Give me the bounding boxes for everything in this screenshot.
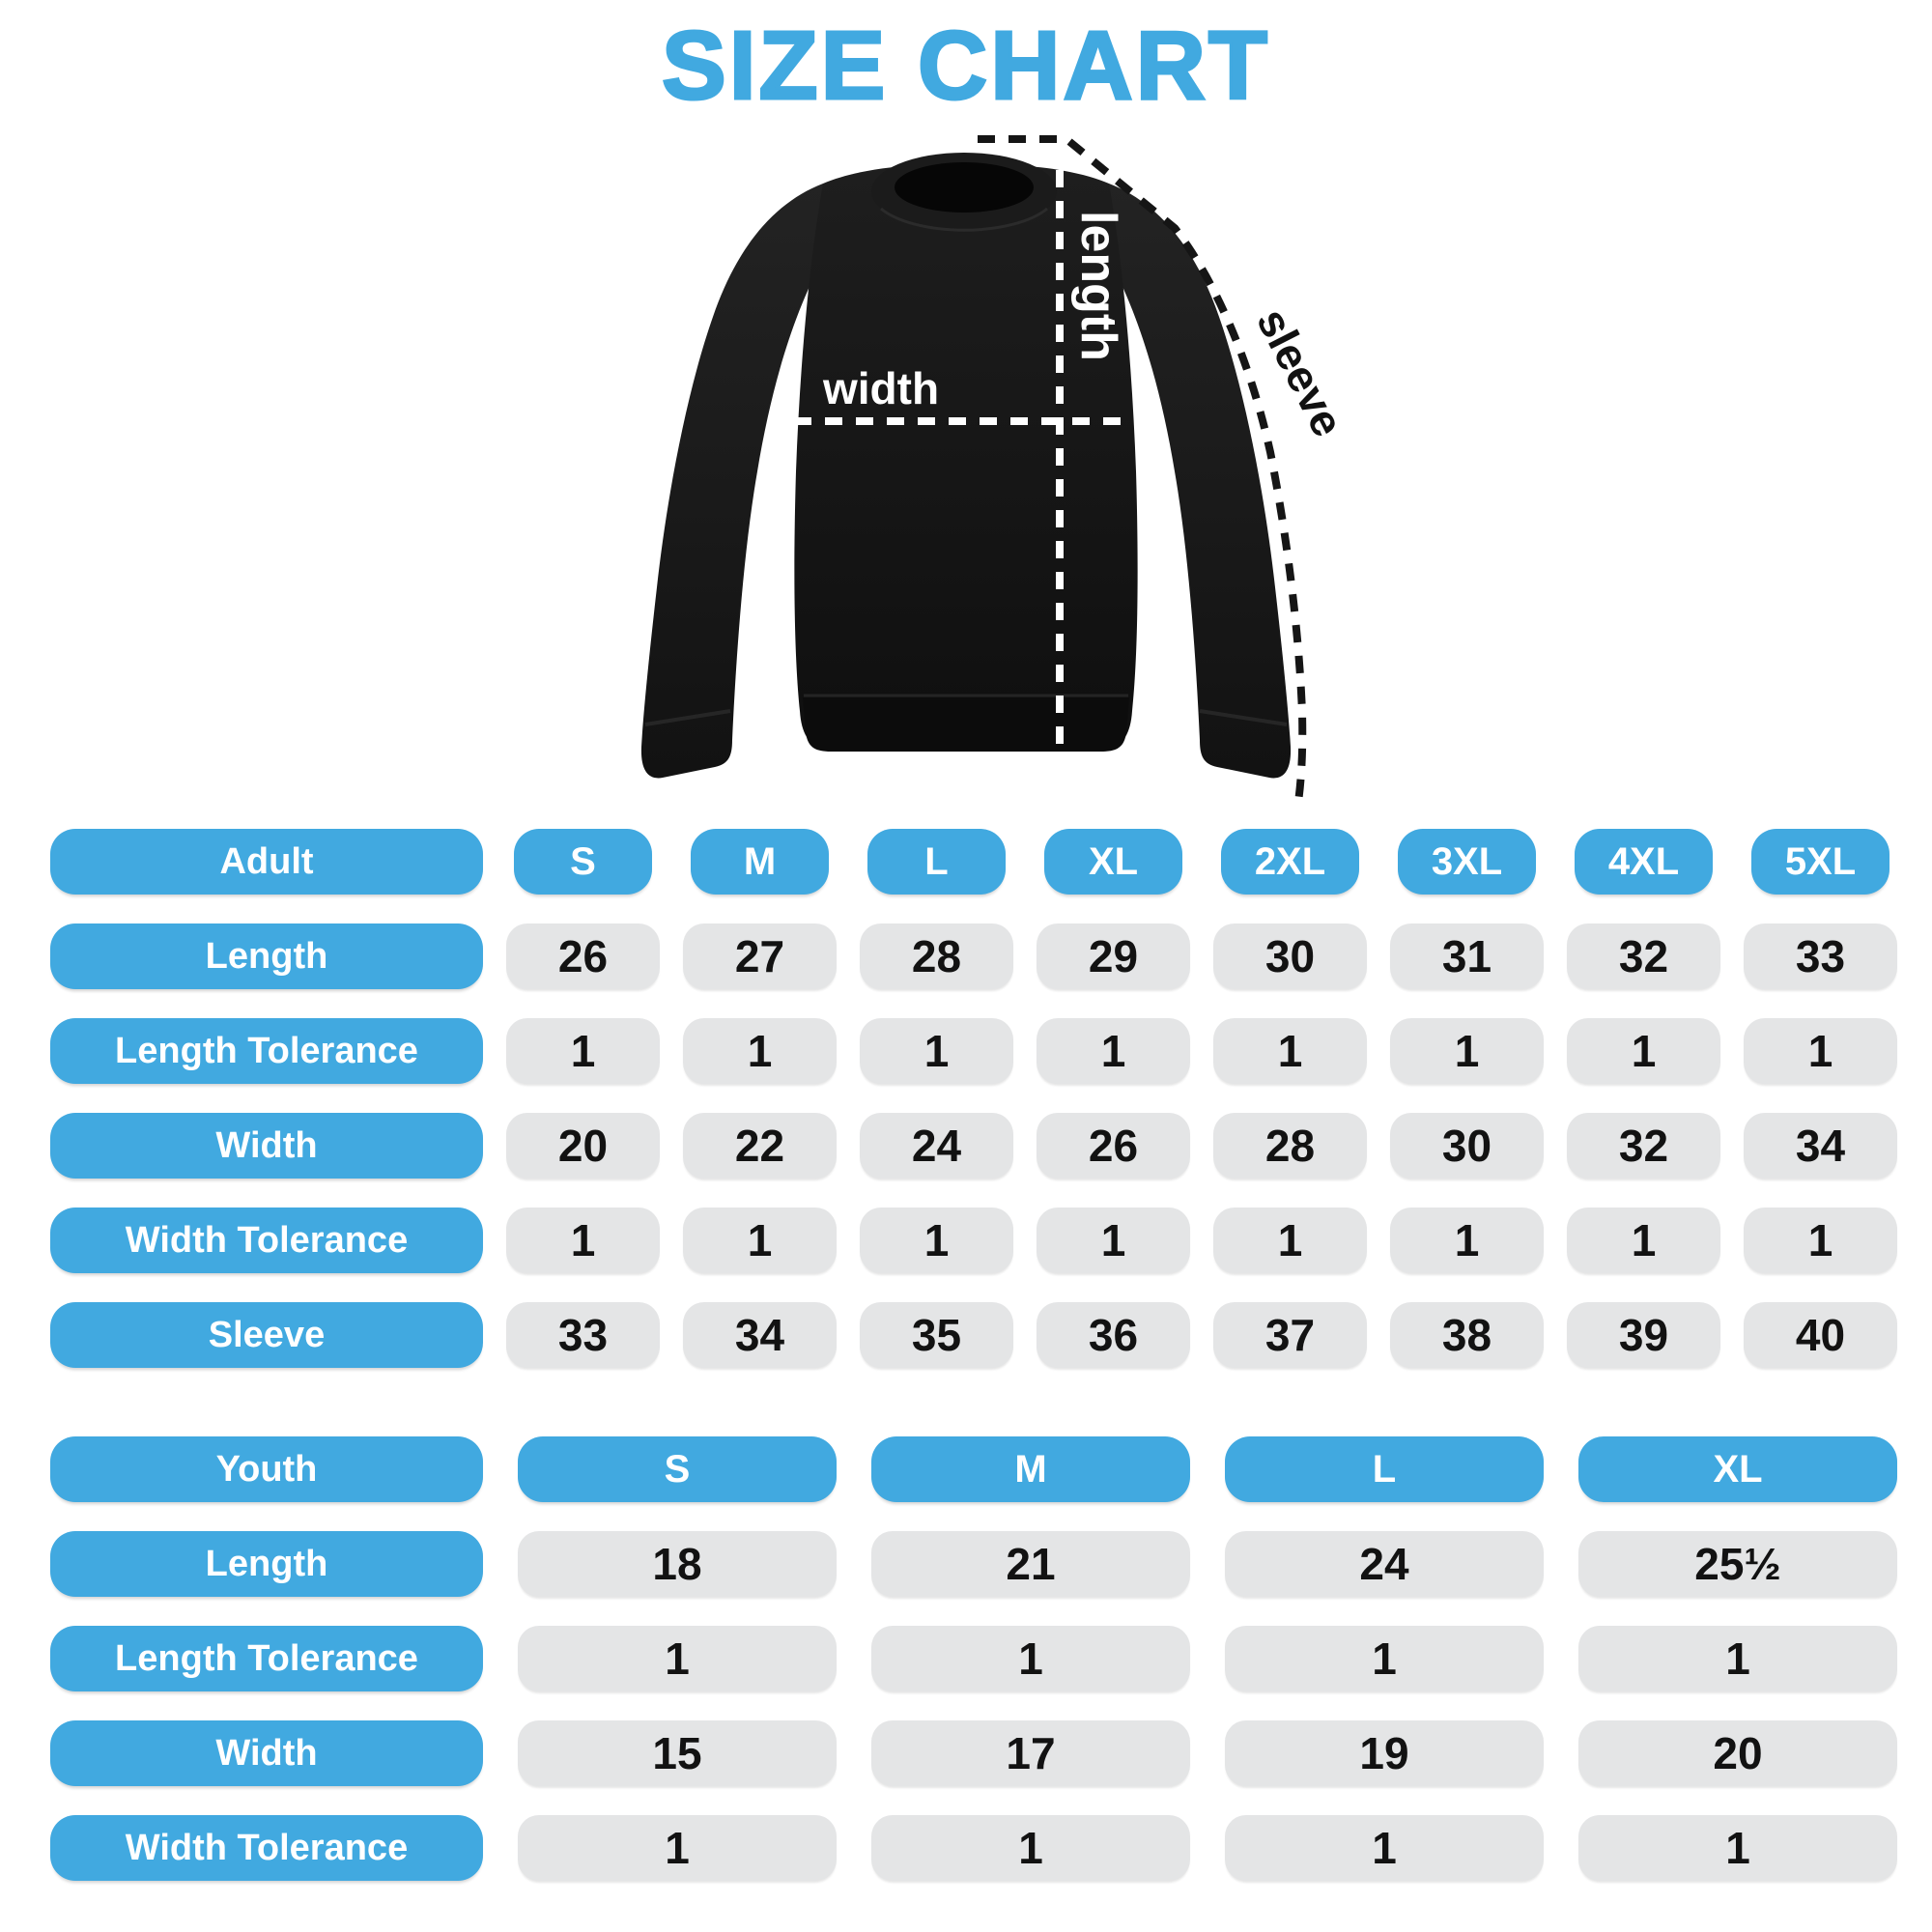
measurement-cell: 1 (1390, 1208, 1544, 1273)
measurement-cell: 1 (1578, 1815, 1897, 1881)
size-column-header: S (514, 829, 652, 895)
measurement-cell: 21 (871, 1531, 1190, 1597)
measurement-cell: 22 (683, 1113, 837, 1179)
row-label: Length Tolerance (50, 1626, 483, 1691)
sleeve-measure-line (978, 135, 1307, 803)
measurement-cell: 32 (1567, 1113, 1720, 1179)
size-column-header: L (867, 829, 1006, 895)
measurement-cell: 36 (1037, 1302, 1190, 1368)
measurement-cell: 1 (518, 1626, 837, 1691)
measurement-cell: 24 (1225, 1531, 1544, 1597)
measurement-cell: 19 (1225, 1720, 1544, 1786)
row-label: Width (50, 1720, 483, 1786)
page-title: SIZE CHART (661, 12, 1270, 120)
measurement-cell: 1 (506, 1018, 660, 1084)
measurement-cell: 24 (860, 1113, 1013, 1179)
size-column-header: S (518, 1436, 837, 1502)
size-column-header: 4XL (1575, 829, 1713, 895)
size-column-header: 2XL (1221, 829, 1359, 895)
adult-size-table: Adult S M L XL 2XL 3XL 4XL 5XL Length 26 27 28 29 30 31… (50, 829, 1897, 1368)
measurement-cell: 1 (1390, 1018, 1544, 1084)
right-cuff-seam (1199, 709, 1288, 726)
youth-size-table: Youth S M L XL Length 18 21 24 25½ Length Toleranc… (50, 1436, 1897, 1881)
size-column-header: XL (1044, 829, 1182, 895)
measurement-cell: 30 (1213, 923, 1367, 989)
measurement-cell: 29 (1037, 923, 1190, 989)
measurement-cell: 28 (1213, 1113, 1367, 1179)
size-column-header: XL (1578, 1436, 1897, 1502)
length-label: length (1070, 211, 1126, 361)
row-label: Width (50, 1113, 483, 1179)
measurement-cell: 1 (1578, 1626, 1897, 1691)
measurement-cell: 39 (1567, 1302, 1720, 1368)
measurement-cell: 1 (860, 1208, 1013, 1273)
size-column-header: 3XL (1398, 829, 1536, 895)
measurement-cell: 17 (871, 1720, 1190, 1786)
measurement-cell: 28 (860, 923, 1013, 989)
hem-band (803, 697, 1129, 752)
measurement-cell: 1 (871, 1626, 1190, 1691)
measurement-cell: 34 (683, 1302, 837, 1368)
size-column-header: M (691, 829, 829, 895)
collar-seam (880, 207, 1048, 232)
measurement-cell: 1 (1037, 1208, 1190, 1273)
collar-inner (895, 162, 1034, 213)
measurement-cell: 1 (1213, 1208, 1367, 1273)
measurement-cell: 15 (518, 1720, 837, 1786)
row-label: Length (50, 923, 483, 989)
row-label: Width Tolerance (50, 1815, 483, 1881)
measurement-cell: 1 (1225, 1626, 1544, 1691)
measurement-cell: 37 (1213, 1302, 1367, 1368)
measurement-cell: 31 (1390, 923, 1544, 989)
measurement-cell: 1 (1037, 1018, 1190, 1084)
measurement-cell: 1 (1744, 1208, 1897, 1273)
measurement-cell: 1 (518, 1815, 837, 1881)
measurement-cell: 1 (1567, 1208, 1720, 1273)
size-column-header: L (1225, 1436, 1544, 1502)
size-column-header: 5XL (1751, 829, 1889, 895)
right-sleeve (1109, 184, 1292, 779)
measurement-cell: 40 (1744, 1302, 1897, 1368)
measurement-cell: 1 (1744, 1018, 1897, 1084)
row-label: Width Tolerance (50, 1208, 483, 1273)
measurement-cell: 18 (518, 1531, 837, 1597)
measurement-cell: 25½ (1578, 1531, 1897, 1597)
row-label: Length (50, 1531, 483, 1597)
sweatshirt-body (794, 165, 1138, 752)
left-sleeve (640, 184, 823, 779)
measurement-cell: 1 (683, 1208, 837, 1273)
row-label: Length Tolerance (50, 1018, 483, 1084)
measurement-cell: 1 (871, 1815, 1190, 1881)
measurement-cell: 35 (860, 1302, 1013, 1368)
measurement-cell: 27 (683, 923, 837, 989)
measurement-cell: 32 (1567, 923, 1720, 989)
sweatshirt-measurement-diagram: width length sleeve (640, 135, 1353, 803)
size-column-header: M (871, 1436, 1190, 1502)
measurement-cell: 26 (506, 923, 660, 989)
measurement-cell: 38 (1390, 1302, 1544, 1368)
measurement-cell: 33 (506, 1302, 660, 1368)
measurement-cell: 1 (1225, 1815, 1544, 1881)
width-label: width (822, 363, 939, 413)
measurement-cell: 20 (1578, 1720, 1897, 1786)
left-cuff-seam (644, 709, 731, 726)
measurement-cell: 26 (1037, 1113, 1190, 1179)
table-header-label: Youth (50, 1436, 483, 1502)
measurement-cell: 1 (683, 1018, 837, 1084)
measurement-cell: 1 (1213, 1018, 1367, 1084)
table-header-label: Adult (50, 829, 483, 895)
measurement-cell: 1 (1567, 1018, 1720, 1084)
measurement-cell: 1 (506, 1208, 660, 1273)
measurement-cell: 1 (860, 1018, 1013, 1084)
row-label: Sleeve (50, 1302, 483, 1368)
measurement-cell: 30 (1390, 1113, 1544, 1179)
measurement-cell: 33 (1744, 923, 1897, 989)
measurement-cell: 20 (506, 1113, 660, 1179)
measurement-cell: 34 (1744, 1113, 1897, 1179)
